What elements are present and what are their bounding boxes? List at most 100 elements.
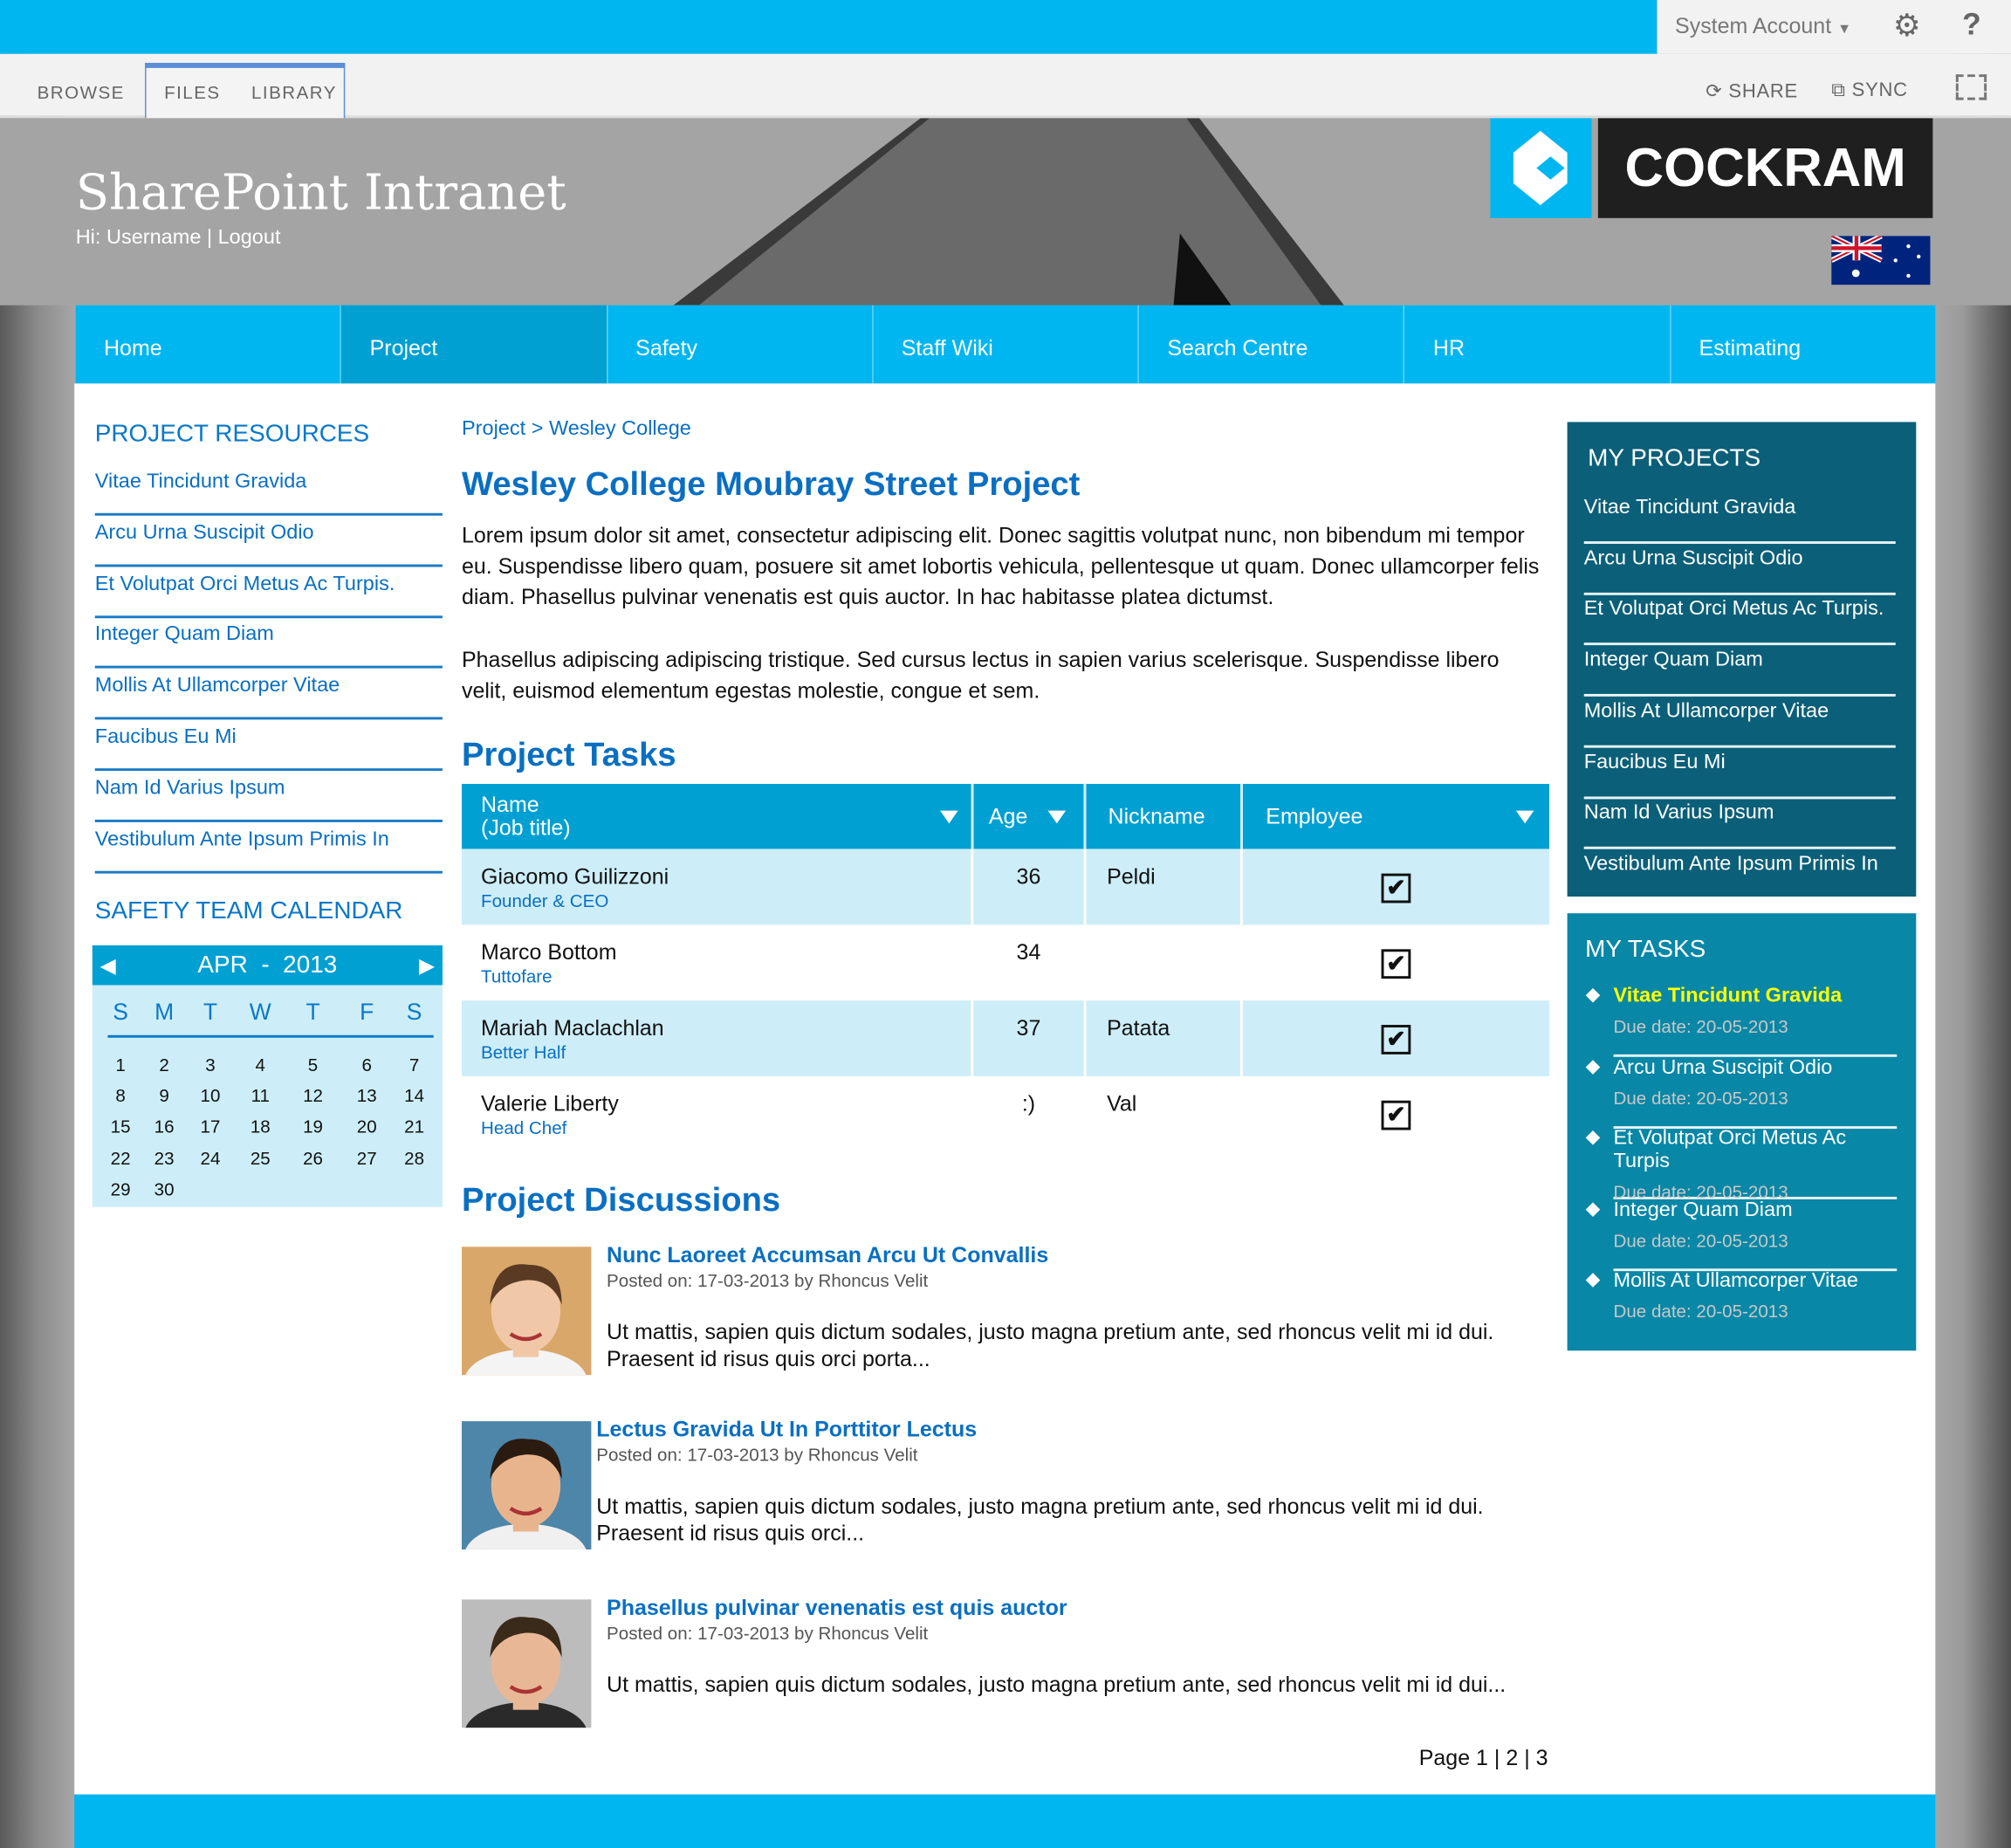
filter-dropdown-icon[interactable] [1515,810,1534,824]
task-title[interactable]: Integer Quam Diam [1613,1199,1793,1221]
task-title[interactable]: Mollis At Ullamcorper Vitae [1613,1269,1858,1292]
task-title[interactable]: Vitae Tincidunt Gravida [1613,985,1843,1007]
nav-project[interactable]: Project [341,305,607,384]
calendar-day[interactable]: 7 [408,1054,420,1075]
task-item[interactable]: Arcu Urna Suscipit Odio Due date: 20-05-2… [1585,1056,1898,1129]
calendar-day[interactable]: 25 [250,1147,271,1169]
calendar-day[interactable]: 26 [303,1147,323,1169]
calendar-day[interactable]: 28 [404,1147,425,1169]
calendar-day[interactable]: 1 [115,1054,126,1075]
tab-files[interactable]: FILES [164,82,221,103]
table-row[interactable]: Marco Bottom Tuttofare 34 ✔ [461,924,1549,1001]
calendar-day[interactable]: 3 [205,1054,216,1075]
my-project-link[interactable]: Faucibus Eu Mi [1583,747,1896,799]
calendar-day[interactable]: 14 [404,1085,425,1106]
page-1-link[interactable]: 1 [1476,1745,1488,1770]
nav-home[interactable]: Home [76,305,342,384]
author-avatar[interactable] [461,1421,592,1550]
nav-estimating[interactable]: Estimating [1699,335,1802,361]
discussion-title[interactable]: Lectus Gravida Ut In Porttitor Lectus [596,1417,978,1442]
task-title[interactable]: Et Volutpat Orci Metus Ac Turpis [1613,1127,1847,1173]
calendar-day[interactable]: 18 [250,1116,271,1137]
calendar-day[interactable]: 30 [154,1178,175,1199]
task-item[interactable]: Et Volutpat Orci Metus Ac Turpis Due date… [1585,1127,1898,1202]
user-greeting[interactable]: Hi: Username | Logout [75,227,281,250]
sort-dropdown-icon[interactable] [1047,810,1067,824]
breadcrumb-current[interactable]: Wesley College [548,418,691,441]
calendar-day[interactable]: 13 [356,1085,377,1106]
help-icon[interactable]: ? [1962,7,1981,43]
calendar-day[interactable]: 16 [154,1116,175,1137]
employee-checkbox[interactable]: ✔ [1381,1025,1411,1055]
table-row[interactable]: Giacomo Guilizzoni Founder & CEO 36 Peldi ✔ [461,848,1550,925]
australia-flag-icon[interactable] [1830,233,1931,285]
task-item[interactable]: Vitae Tincidunt Gravida Due date: 20-05-2… [1585,985,1898,1057]
discussion-title[interactable]: Nunc Laoreet Accumsan Arcu Ut Convallis [607,1242,1049,1267]
page-3-link[interactable]: 3 [1535,1745,1548,1770]
resource-link[interactable]: Vitae Tincidunt Gravida [94,464,443,516]
my-project-link[interactable]: Vitae Tincidunt Gravida [1583,492,1896,545]
logo[interactable]: COCKRAM [1597,118,1933,218]
focus-mode-icon[interactable] [1955,74,1987,100]
calendar-day[interactable]: 9 [159,1085,169,1106]
employee-checkbox[interactable]: ✔ [1381,1100,1411,1130]
breadcrumb-project[interactable]: Project [461,418,526,441]
tab-library[interactable]: LIBRARY [251,82,337,103]
employee-checkbox[interactable]: ✔ [1381,873,1411,903]
author-avatar[interactable] [461,1599,592,1728]
column-employee[interactable]: Employee [1241,783,1550,849]
calendar-day[interactable]: 20 [356,1116,377,1137]
employee-checkbox[interactable]: ✔ [1381,949,1411,979]
calendar-day[interactable]: 15 [110,1116,131,1137]
nav-hr[interactable]: HR [1405,305,1671,384]
my-project-link[interactable]: Arcu Urna Suscipit Odio [1583,544,1896,595]
calendar-day[interactable]: 19 [303,1116,323,1137]
calendar-day[interactable]: 11 [251,1085,270,1106]
prev-month-icon[interactable]: ◀ [100,955,116,978]
calendar-day[interactable]: 21 [404,1116,425,1137]
sort-dropdown-icon[interactable] [940,810,958,824]
calendar-day[interactable]: 27 [356,1147,377,1169]
column-nickname[interactable]: Nickname [1085,783,1243,849]
column-name[interactable]: Name (Job title) [461,783,974,849]
calendar-day[interactable]: 10 [200,1085,221,1106]
author-avatar[interactable] [461,1247,592,1376]
resource-link[interactable]: Et Volutpat Orci Metus Ac Turpis. [94,567,443,618]
resource-link[interactable]: Arcu Urna Suscipit Odio [94,515,443,567]
calendar-day[interactable]: 4 [255,1054,266,1075]
resource-link[interactable]: Nam Id Varius Ipsum [94,771,443,822]
my-project-link[interactable]: Vestibulum Ante Ipsum Primis In [1583,852,1878,875]
site-title[interactable]: SharePoint Intranet [75,164,566,221]
resource-link[interactable]: Mollis At Ullamcorper Vitae [94,669,443,720]
calendar-day[interactable]: 17 [200,1116,221,1137]
account-menu[interactable]: System Account ▼ [1675,14,1851,39]
my-project-link[interactable]: Nam Id Varius Ipsum [1583,798,1896,850]
tab-browse[interactable]: BROWSE [37,82,125,103]
task-item[interactable]: Integer Quam Diam Due date: 20-05-2013 [1585,1199,1898,1271]
calendar-day[interactable]: 6 [361,1054,372,1075]
gear-icon[interactable]: ⚙ [1892,9,1921,44]
my-project-link[interactable]: Et Volutpat Orci Metus Ac Turpis. [1583,594,1896,646]
calendar-day[interactable]: 29 [110,1178,131,1199]
resource-link[interactable]: Vestibulum Ante Ipsum Primis In [94,821,443,874]
calendar-day[interactable]: 22 [110,1147,131,1169]
resource-link[interactable]: Integer Quam Diam [94,617,443,670]
nav-safety[interactable]: Safety [607,305,874,384]
calendar-day[interactable]: 12 [303,1085,323,1106]
discussion-title[interactable]: Phasellus pulvinar venenatis est quis au… [607,1595,1067,1620]
calendar-day[interactable]: 23 [154,1147,175,1169]
calendar-day[interactable]: 5 [307,1054,319,1075]
my-project-link[interactable]: Mollis At Ullamcorper Vitae [1583,697,1896,748]
my-project-link[interactable]: Integer Quam Diam [1583,645,1896,697]
task-item[interactable]: Mollis At Ullamcorper Vitae Due date: 20-… [1585,1269,1898,1342]
table-row[interactable]: Valerie Liberty Head Chef:) Val ✔ [461,1075,1549,1152]
next-month-icon[interactable]: ▶ [419,955,436,978]
nav-search-centre[interactable]: Search Centre [1139,305,1405,384]
column-age[interactable]: Age [971,783,1087,849]
sync-button[interactable]: ⧉ SYNC [1831,79,1908,102]
calendar-day[interactable]: 2 [159,1054,169,1075]
task-title[interactable]: Arcu Urna Suscipit Odio [1613,1056,1833,1079]
calendar-day[interactable]: 24 [200,1147,221,1169]
table-row[interactable]: Mariah Maclachlan Better Half 37 Patata ✔ [461,1000,1550,1076]
resource-link[interactable]: Faucibus Eu Mi [94,719,443,772]
